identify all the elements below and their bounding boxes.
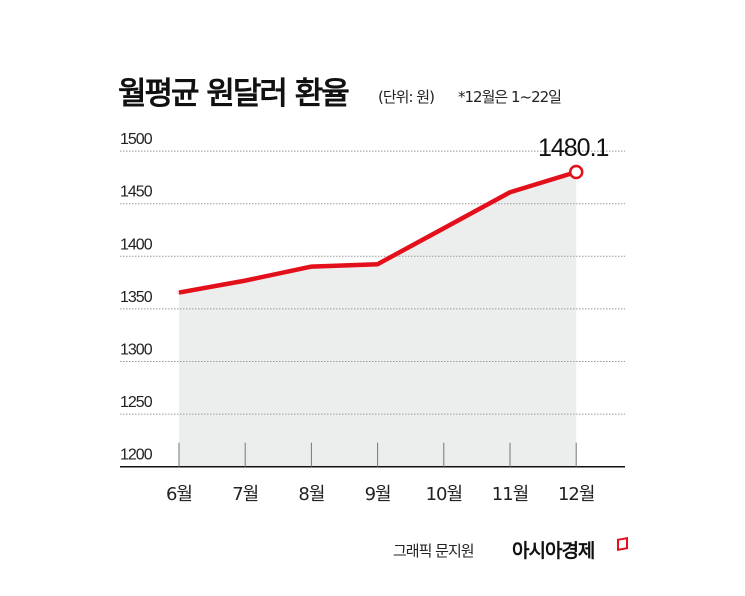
logo-mark-icon	[617, 537, 628, 551]
x-tick-label: 11월	[492, 484, 528, 505]
data-label: 1480.1	[538, 134, 609, 162]
x-tick-label: 12월	[558, 484, 594, 505]
y-tick-label: 1400	[120, 236, 153, 253]
data-point	[568, 164, 584, 180]
y-tick-label: 1350	[120, 289, 153, 306]
y-tick-label: 1200	[120, 447, 153, 464]
x-tick-label: 10월	[426, 484, 462, 505]
x-tick-label: 8월	[298, 484, 324, 505]
y-tick-label: 1450	[120, 184, 153, 201]
y-tick-label: 1250	[120, 394, 153, 411]
chart-title: 월평균 원달러 환율	[118, 76, 350, 112]
y-tick-label: 1500	[120, 131, 153, 148]
graphic-credit: 그래픽 문지원	[393, 542, 475, 560]
x-tick-label: 9월	[365, 484, 391, 505]
x-tick-label: 6월	[166, 484, 192, 505]
area-fill	[179, 172, 577, 467]
y-tick-label: 1300	[120, 342, 153, 359]
footnote: *12월은 1~22일	[458, 88, 562, 106]
unit-label: (단위: 원)	[378, 88, 435, 106]
x-tick-label: 7월	[232, 484, 258, 505]
publisher-logo: 아시아경제	[512, 540, 595, 562]
